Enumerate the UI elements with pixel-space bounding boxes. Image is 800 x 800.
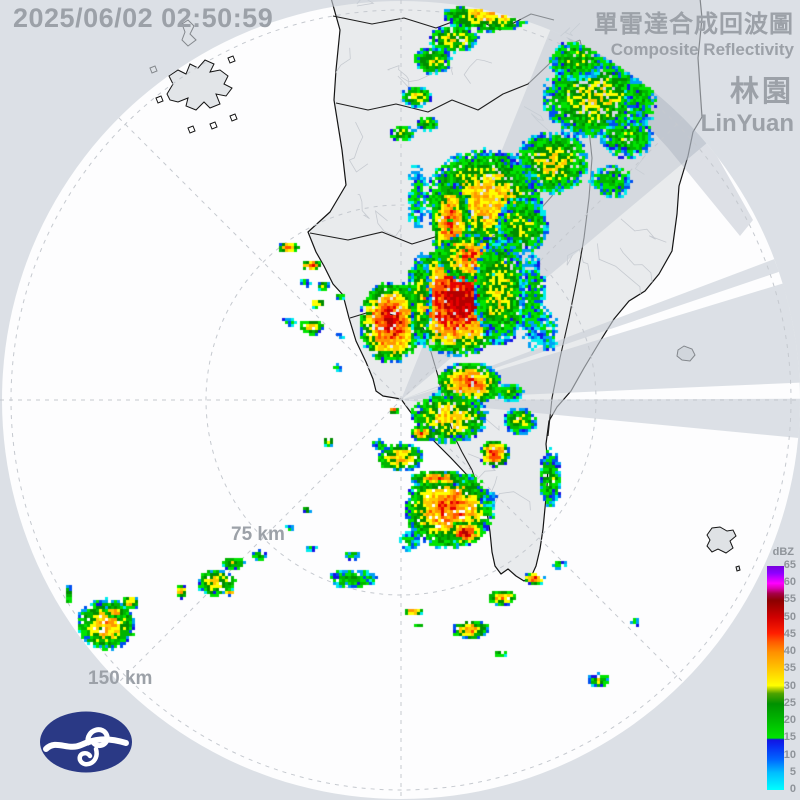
legend-tick: 65 bbox=[783, 559, 796, 571]
range-ring-150km-label: 150 km bbox=[88, 668, 153, 689]
legend-tick: 55 bbox=[783, 593, 796, 606]
product-title-en: Composite Reflectivity bbox=[610, 40, 794, 59]
legend-colorbar bbox=[767, 566, 784, 790]
station-name-en: LinYuan bbox=[700, 110, 794, 137]
legend-tick: 15 bbox=[783, 731, 796, 744]
range-ring-75km-label: 75 km bbox=[231, 524, 285, 545]
cwb-logo-icon bbox=[40, 711, 132, 773]
product-title-zh: 單雷達合成回波圖 bbox=[594, 11, 794, 38]
legend-tick: 40 bbox=[783, 645, 796, 658]
timestamp: 2025/06/02 02:50:59 bbox=[13, 3, 274, 33]
legend-tick: 20 bbox=[783, 714, 796, 727]
legend-tick: 45 bbox=[783, 627, 796, 640]
legend-tick: 50 bbox=[783, 610, 796, 623]
legend-tick: 0 bbox=[789, 783, 796, 795]
station-name-zh: 林園 bbox=[729, 76, 794, 108]
legend-title: dBZ bbox=[772, 546, 794, 558]
legend-tick: 5 bbox=[789, 765, 796, 778]
legend-tick: 25 bbox=[783, 696, 796, 709]
legend-tick: 35 bbox=[783, 662, 796, 675]
legend-tick: 30 bbox=[783, 679, 796, 692]
legend-tick: 10 bbox=[783, 748, 796, 761]
title-block: 單雷達合成回波圖 Composite Reflectivity 林園 LinYu… bbox=[594, 4, 794, 138]
legend-tick: 60 bbox=[783, 576, 796, 589]
